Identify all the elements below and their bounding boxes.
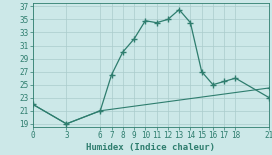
- X-axis label: Humidex (Indice chaleur): Humidex (Indice chaleur): [86, 143, 215, 152]
